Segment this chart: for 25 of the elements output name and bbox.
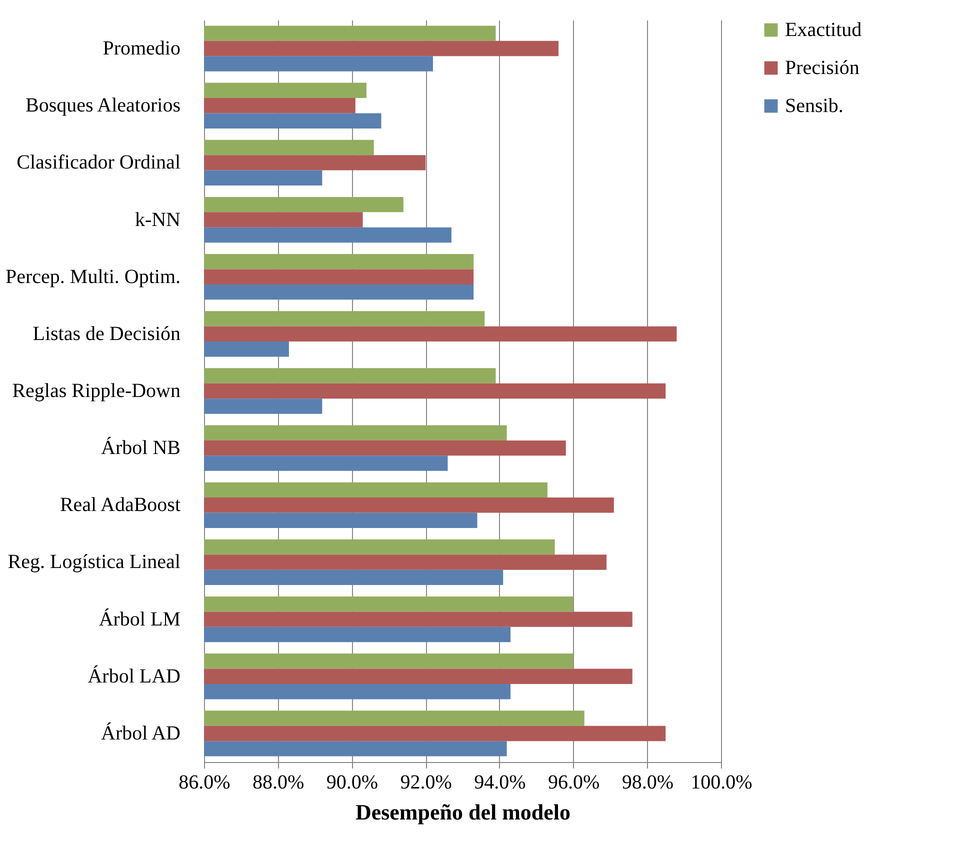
y-tick-label: Listas de Decisión — [32, 322, 180, 345]
y-tick-label: Reglas Ripple-Down — [12, 380, 180, 402]
y-tick-label: Percep. Multi. Optim. — [6, 266, 180, 288]
x-tick-label: 88.0% — [252, 772, 304, 794]
x-tick-label: 100.0% — [690, 772, 752, 794]
y-tick-label: Árbol NB — [101, 436, 180, 460]
x-tick-label: 96.0% — [548, 772, 600, 794]
x-tick-label: 90.0% — [326, 772, 378, 794]
x-axis-title: Desempeño del modelo — [355, 800, 571, 824]
y-tick-label: Árbol LAD — [88, 664, 180, 688]
x-tick-label: 92.0% — [400, 772, 452, 794]
y-tick-label: Promedio — [102, 38, 180, 60]
y-tick-label: Reg. Logística Lineal — [8, 551, 181, 574]
y-tick-label: Clasificador Ordinal — [16, 152, 181, 174]
x-tick-label: 86.0% — [178, 772, 230, 794]
x-tick-label: 98.0% — [622, 772, 674, 794]
y-tick-label: Árbol AD — [101, 721, 180, 744]
legend-label: Precisión — [785, 57, 860, 79]
y-tick-label: Bosques Aleatorios — [26, 94, 181, 117]
legend-label: Exactitud — [785, 19, 862, 41]
y-tick-label: Real AdaBoost — [60, 494, 181, 516]
y-tick-label: Árbol LM — [98, 607, 181, 630]
y-tick-label: k-NN — [134, 208, 180, 231]
x-tick-label: 94.0% — [474, 772, 526, 794]
legend-label: Sensib. — [785, 95, 844, 117]
